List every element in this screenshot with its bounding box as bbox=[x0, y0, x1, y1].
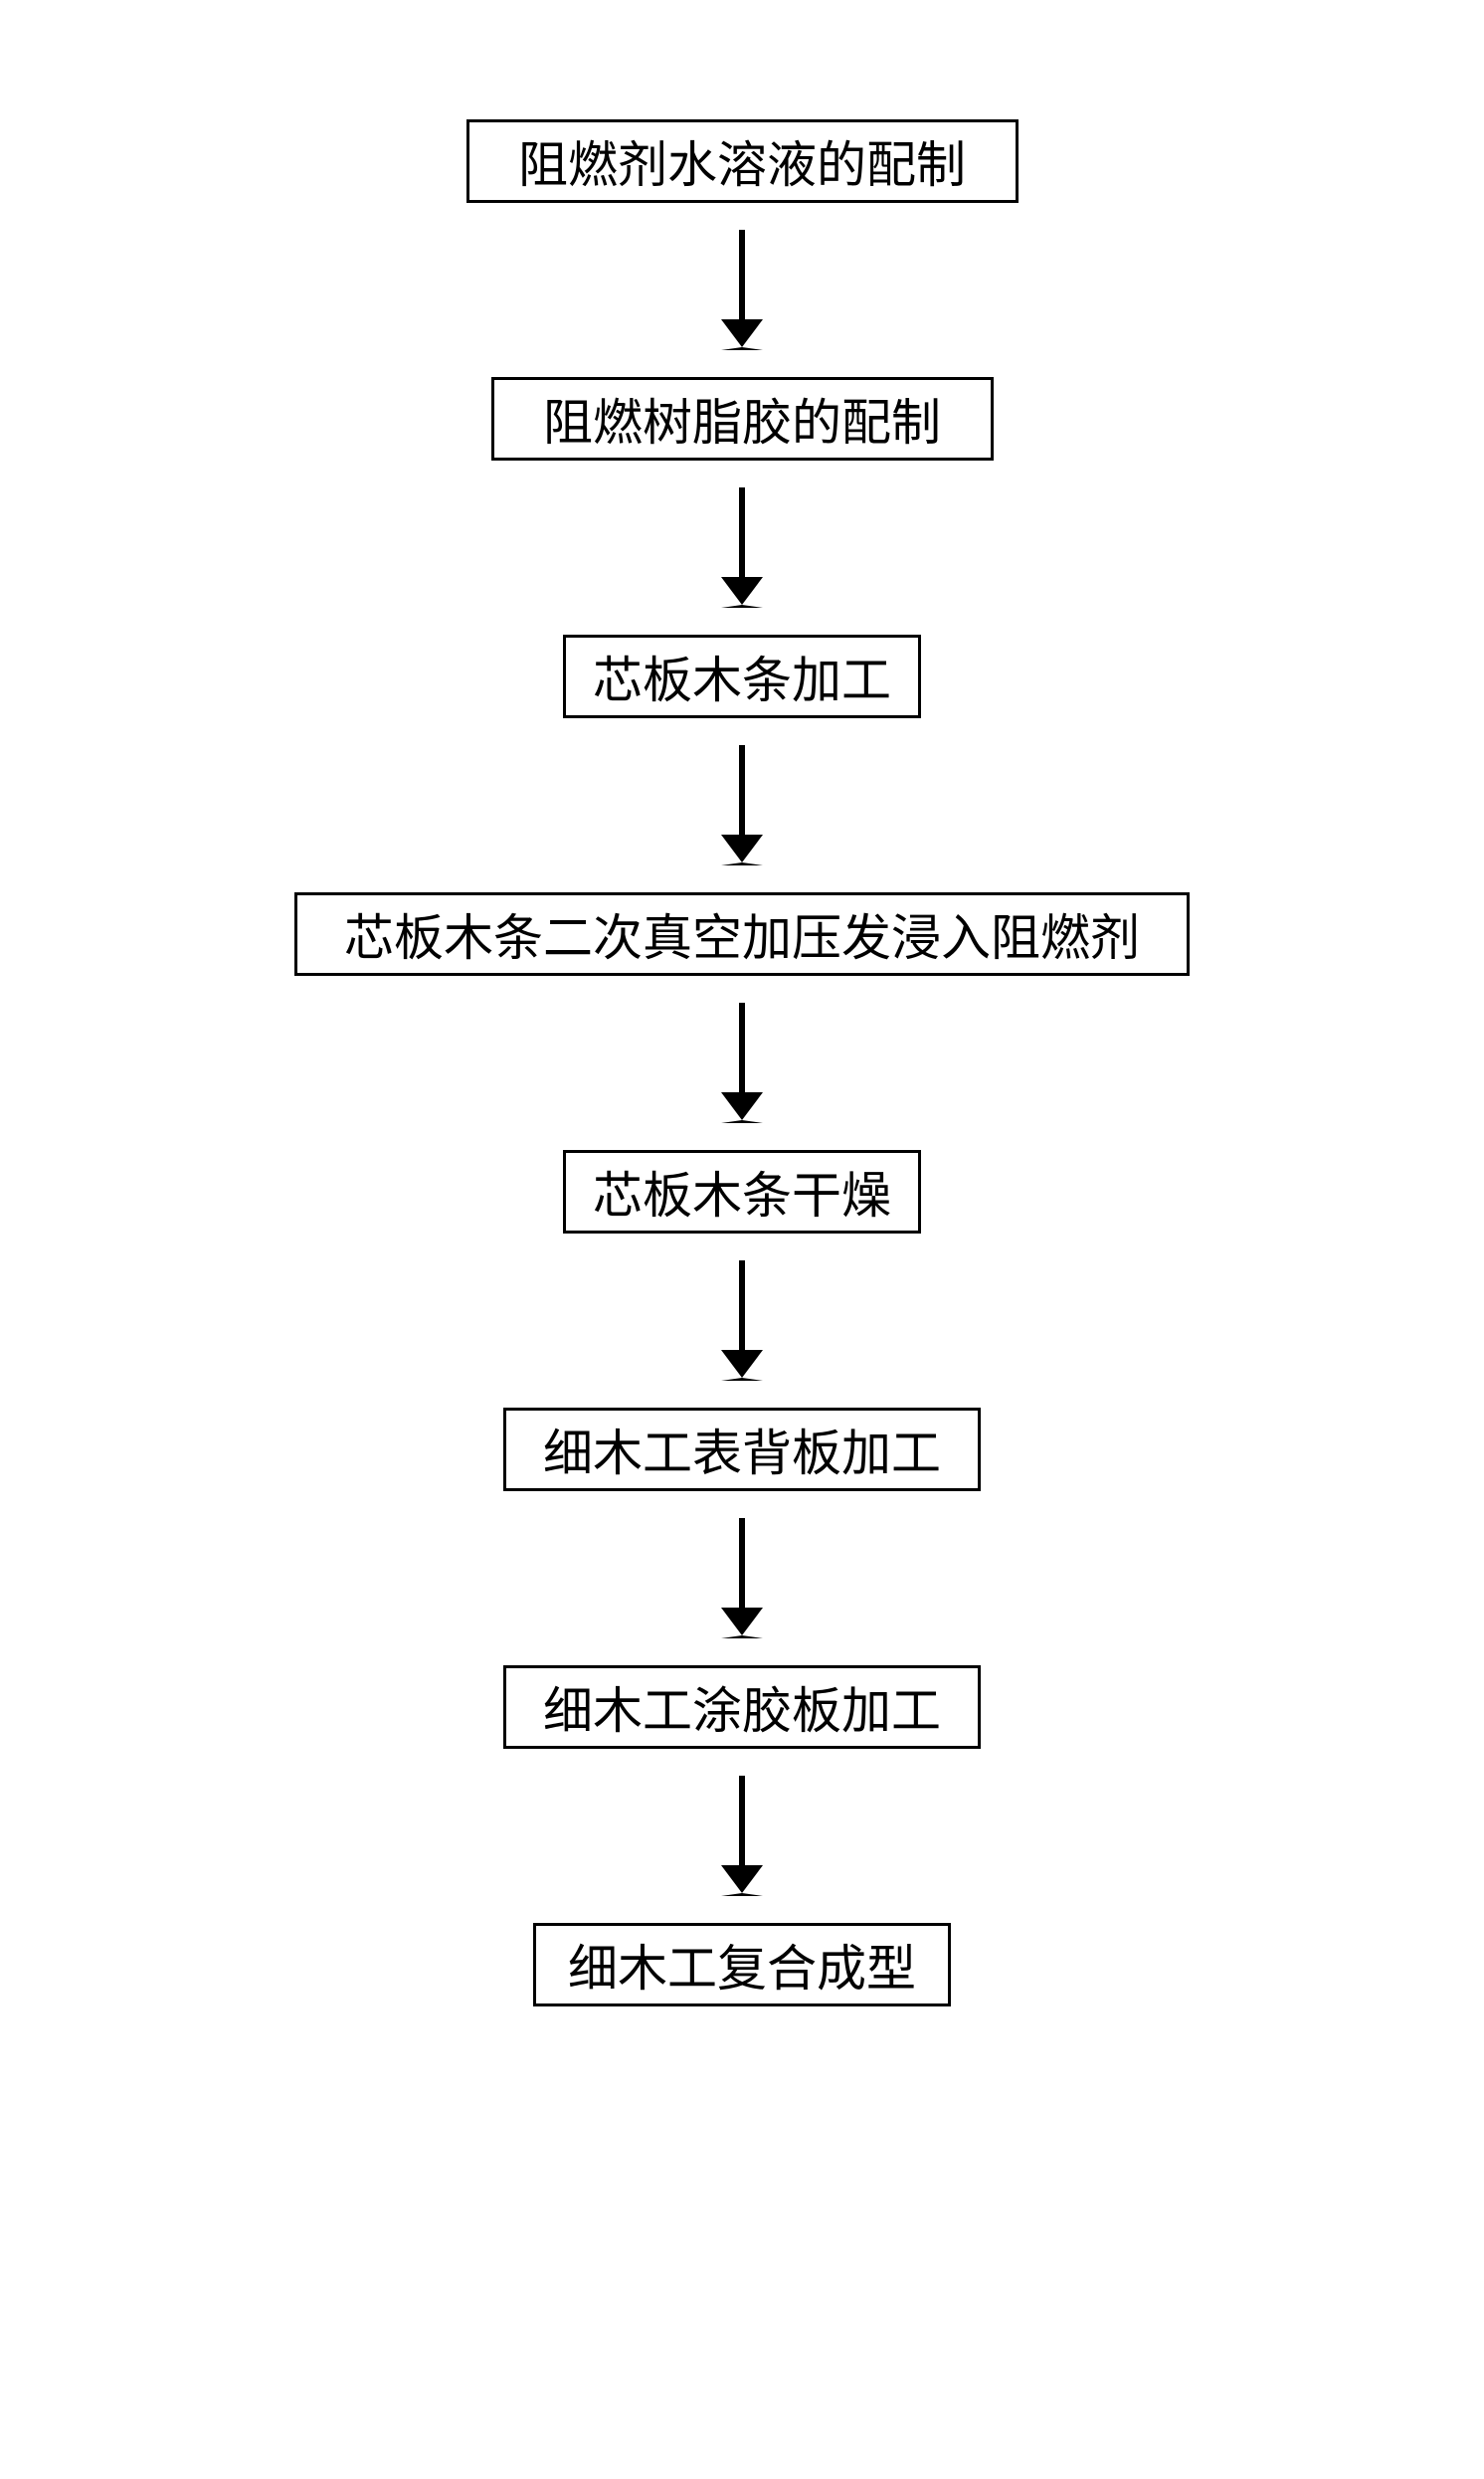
step-box-1: 阻燃剂水溶液的配制 bbox=[466, 119, 1019, 203]
step-label: 芯板木条加工 bbox=[593, 641, 891, 712]
step-box-2: 阻燃树脂胶的配制 bbox=[491, 377, 994, 461]
step-label: 阻燃树脂胶的配制 bbox=[543, 383, 941, 455]
arrow-5 bbox=[721, 1234, 763, 1408]
step-label: 芯板木条干燥 bbox=[593, 1156, 891, 1228]
arrow-head-icon bbox=[721, 1092, 763, 1123]
arrow-head-icon bbox=[721, 1608, 763, 1638]
arrow-1 bbox=[721, 203, 763, 377]
arrow-head-icon bbox=[721, 1865, 763, 1896]
step-box-5: 芯板木条干燥 bbox=[563, 1150, 921, 1234]
step-box-8: 细木工复合成型 bbox=[533, 1923, 951, 2006]
arrow-shaft bbox=[739, 230, 745, 319]
arrow-shaft bbox=[739, 1003, 745, 1092]
step-label: 细木工表背板加工 bbox=[543, 1414, 941, 1485]
arrow-6 bbox=[721, 1491, 763, 1665]
arrow-head-icon bbox=[721, 1350, 763, 1381]
arrow-head-icon bbox=[721, 319, 763, 350]
arrow-shaft bbox=[739, 745, 745, 835]
arrow-3 bbox=[721, 718, 763, 892]
arrow-head-icon bbox=[721, 835, 763, 865]
arrow-2 bbox=[721, 461, 763, 635]
step-label: 阻燃剂水溶液的配制 bbox=[518, 125, 966, 197]
step-box-7: 细木工涂胶板加工 bbox=[503, 1665, 981, 1749]
step-box-6: 细木工表背板加工 bbox=[503, 1408, 981, 1491]
arrow-shaft bbox=[739, 487, 745, 577]
arrow-7 bbox=[721, 1749, 763, 1923]
arrow-head-icon bbox=[721, 577, 763, 608]
arrow-shaft bbox=[739, 1776, 745, 1865]
arrow-shaft bbox=[739, 1518, 745, 1608]
step-box-4: 芯板木条二次真空加压发浸入阻燃剂 bbox=[294, 892, 1190, 976]
step-label: 细木工涂胶板加工 bbox=[543, 1671, 941, 1743]
flowchart-container: 阻燃剂水溶液的配制 阻燃树脂胶的配制 芯板木条加工 芯板木条二次真空加压发浸入阻… bbox=[0, 0, 1484, 2006]
arrow-shaft bbox=[739, 1260, 745, 1350]
arrow-4 bbox=[721, 976, 763, 1150]
step-label: 细木工复合成型 bbox=[568, 1929, 916, 2001]
step-label: 芯板木条二次真空加压发浸入阻燃剂 bbox=[344, 898, 1140, 970]
step-box-3: 芯板木条加工 bbox=[563, 635, 921, 718]
